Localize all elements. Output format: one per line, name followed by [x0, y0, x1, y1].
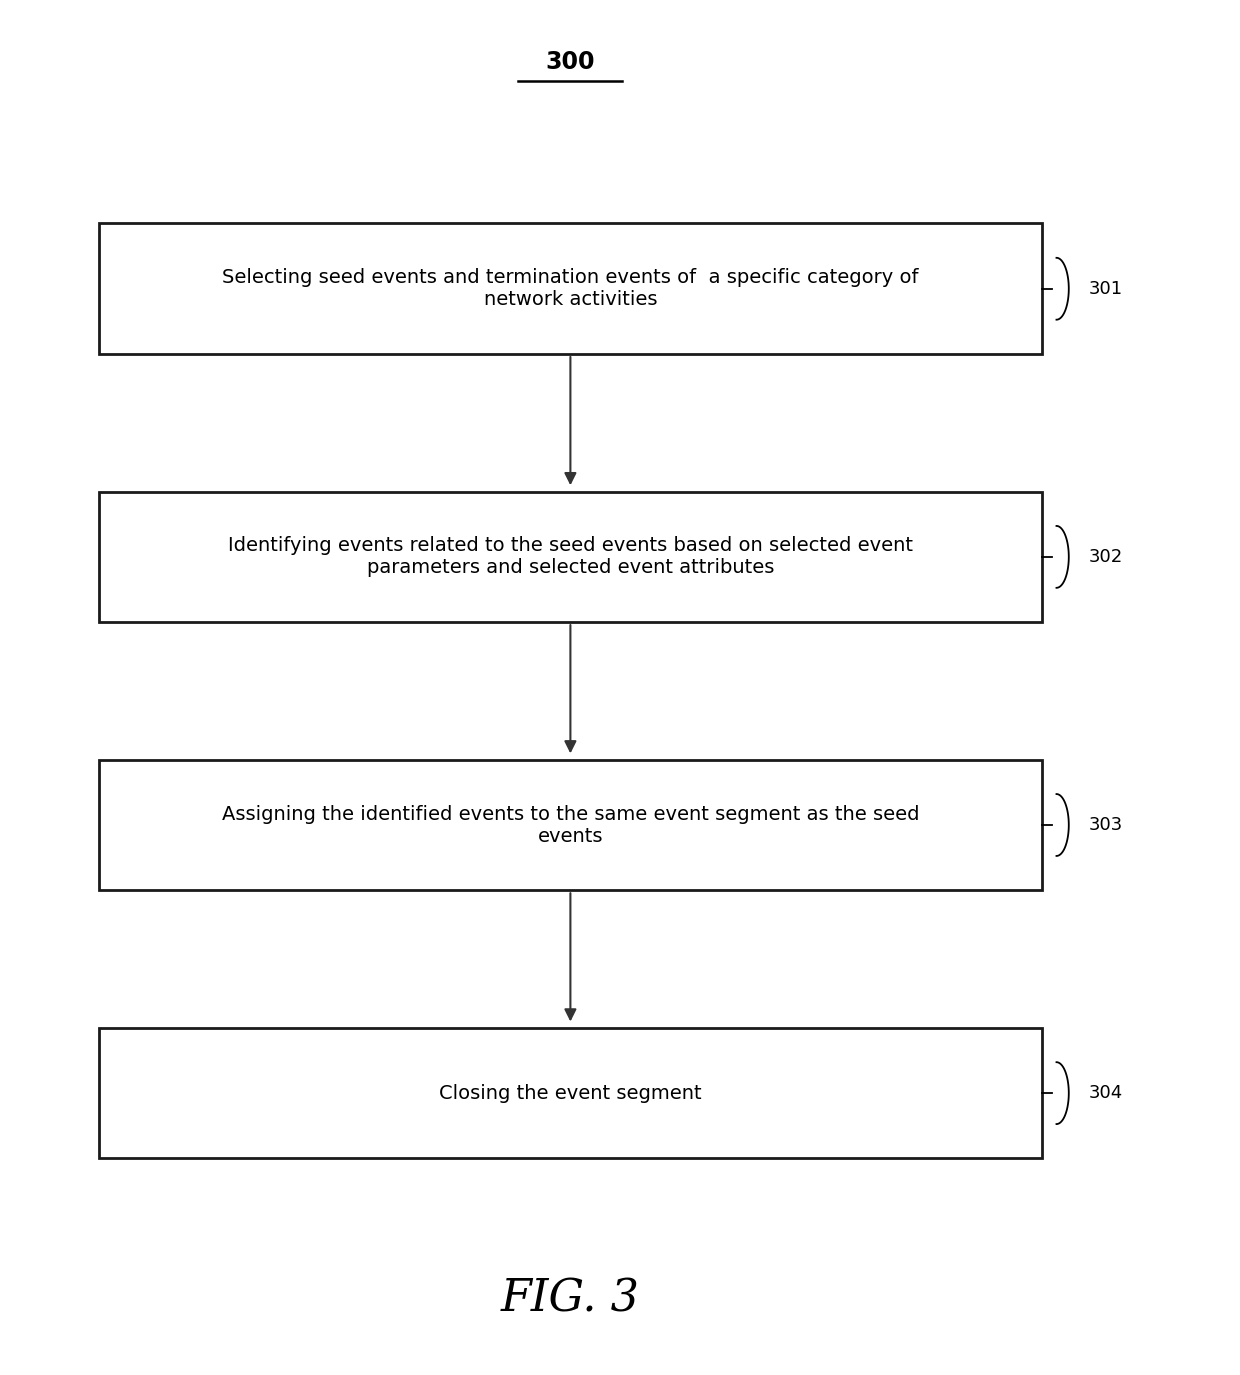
Bar — [99, 492, 1042, 622]
Text: Closing the event segment: Closing the event segment — [439, 1084, 702, 1103]
Text: Selecting seed events and termination events of  a specific category of
network : Selecting seed events and termination ev… — [222, 268, 919, 309]
Text: FIG. 3: FIG. 3 — [501, 1277, 640, 1321]
Text: 303: 303 — [1089, 815, 1123, 835]
Text: Identifying events related to the seed events based on selected event
parameters: Identifying events related to the seed e… — [228, 536, 913, 578]
Text: 304: 304 — [1089, 1084, 1123, 1103]
Text: Assigning the identified events to the same event segment as the seed
events: Assigning the identified events to the s… — [222, 804, 919, 846]
Bar — [99, 224, 1042, 353]
Bar — [99, 759, 1042, 891]
Text: 301: 301 — [1089, 279, 1123, 298]
Text: 300: 300 — [546, 49, 595, 74]
Text: 302: 302 — [1089, 547, 1123, 566]
Bar — [99, 1028, 1042, 1158]
